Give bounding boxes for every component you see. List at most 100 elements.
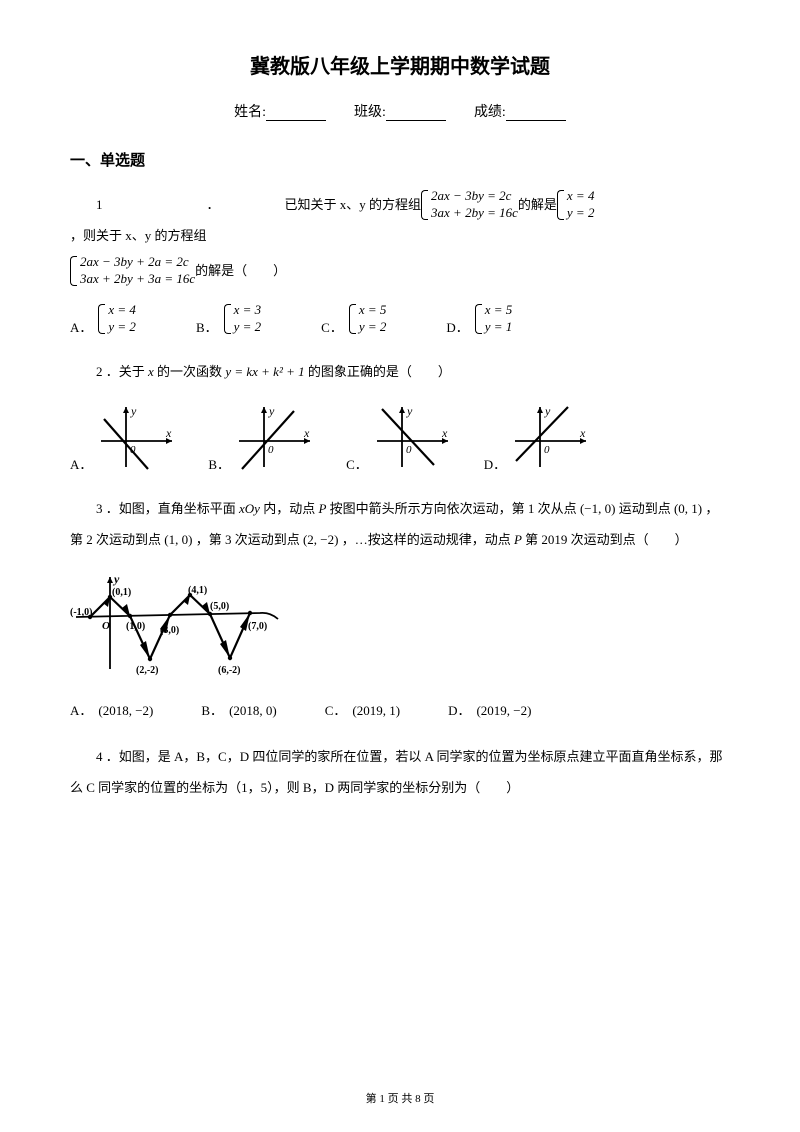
q2-d-label: D．	[484, 454, 506, 473]
q3-xoy: xOy	[239, 501, 260, 516]
q1-system2: 2ax − 3by + 2a = 2c 3ax + 2by + 3a = 16c	[70, 254, 195, 288]
q3-d-label: D．	[448, 700, 470, 719]
q2-graphs: A． y x 0 B． y x 0 C．	[70, 401, 730, 473]
q1-opt-b[interactable]: B． x = 3 y = 2	[196, 302, 261, 336]
q1-a-l2: y = 2	[108, 319, 136, 336]
q1-solution: x = 4 y = 2	[557, 188, 595, 222]
q1-a-label: A．	[70, 317, 92, 336]
q2-graph-a: y x 0	[96, 401, 178, 473]
svg-text:x: x	[579, 426, 586, 440]
q3-l2d: 第 2019 次运动到点（ ）	[525, 532, 688, 547]
svg-text:(3,0): (3,0)	[160, 625, 179, 636]
q3-options: A． (2018, −2) B． (2018, 0) C． (2019, 1) …	[70, 700, 730, 719]
q1-a-brace: x = 4 y = 2	[98, 302, 136, 336]
svg-text:(1,0): (1,0)	[126, 621, 145, 632]
q1-sys2-l2: 3ax + 2by + 3a = 16c	[80, 271, 195, 288]
class-label: 班级:	[354, 105, 386, 120]
page-footer: 第 1 页 共 8 页	[0, 1090, 800, 1106]
q1-sol-l2: y = 2	[567, 205, 595, 222]
svg-text:0: 0	[544, 444, 550, 456]
q1-d-label: D．	[446, 317, 468, 336]
q3-opt-d[interactable]: D． (2019, −2)	[448, 700, 531, 719]
q2-graph-d: y x 0	[510, 401, 592, 473]
q3-p10: (1, 0)	[164, 532, 192, 547]
q3-l1b: 内，动点	[263, 501, 315, 516]
q1-sys1-l1: 2ax − 3by = 2c	[431, 188, 518, 205]
q1-number: 1	[96, 191, 103, 220]
q1-sys2-l1: 2ax − 3by + 2a = 2c	[80, 254, 195, 271]
q1-options: A． x = 4 y = 2 B． x = 3 y = 2 C． x = 5 y…	[70, 302, 730, 336]
q1-opt-a[interactable]: A． x = 4 y = 2	[70, 302, 136, 336]
q2-b-label: B．	[208, 454, 230, 473]
q3-l1e: ，	[705, 501, 718, 516]
q3-c-val: (2019, 1)	[352, 703, 400, 719]
question-1: 1 ． 已知关于 x、y 的方程组 2ax − 3by = 2c 3ax + 2…	[70, 188, 730, 288]
q3-opt-c[interactable]: C． (2019, 1)	[325, 700, 400, 719]
svg-text:y: y	[112, 572, 120, 586]
q1-b-label: B．	[196, 317, 218, 336]
q3-l2a: 第 2 次运动到点	[70, 532, 161, 547]
name-label: 姓名:	[234, 105, 266, 120]
q3-opt-a[interactable]: A． (2018, −2)	[70, 700, 153, 719]
q2-x: x	[148, 364, 154, 379]
q3-figure: y O (-1,0) (0,1) (1,0) (2,-2) (3,0) (4,1…	[70, 569, 730, 684]
q1-d-l2: y = 1	[485, 319, 513, 336]
q3-p01: (0, 1)	[674, 501, 702, 516]
svg-text:x: x	[441, 426, 448, 440]
q1-b-brace: x = 3 y = 2	[224, 302, 262, 336]
score-blank[interactable]	[506, 107, 566, 121]
q3-p: P	[318, 501, 326, 516]
q2-mid: 的一次函数	[157, 364, 222, 379]
name-blank[interactable]	[266, 107, 326, 121]
svg-text:0: 0	[268, 444, 274, 456]
q1-c-l1: x = 5	[359, 302, 387, 319]
q2-pre: 2 ．关于	[96, 364, 145, 379]
q1-mid1: 的解是	[518, 191, 557, 220]
q1-opt-c[interactable]: C． x = 5 y = 2	[321, 302, 386, 336]
student-info-line: 姓名: 班级: 成绩:	[70, 101, 730, 121]
q3-b-label: B．	[201, 700, 223, 719]
question-4: 4 ．如图，是 A，B，C，D 四位同学的家所在位置，若以 A 同学家的位置为坐…	[70, 741, 730, 803]
svg-text:y: y	[268, 404, 275, 418]
question-2: 2 ．关于 x 的一次函数 y = kx + k² + 1 的图象正确的是（ ）	[70, 358, 730, 387]
q2-opt-b[interactable]: B． y x 0	[208, 401, 316, 473]
q1-tail: 的解是（ ）	[195, 257, 286, 286]
q2-tail: 的图象正确的是（ ）	[308, 364, 451, 379]
svg-text:(5,0): (5,0)	[210, 601, 229, 612]
q1-sys1-l2: 3ax + 2by = 16c	[431, 205, 518, 222]
svg-text:y: y	[544, 404, 551, 418]
q2-opt-c[interactable]: C． y x 0	[346, 401, 454, 473]
svg-text:(0,1): (0,1)	[112, 587, 131, 598]
q1-a-l1: x = 4	[108, 302, 136, 319]
q3-d-val: (2019, −2)	[476, 703, 531, 719]
q3-a-label: A．	[70, 700, 92, 719]
q2-func: y = kx + k² + 1	[225, 364, 304, 379]
class-blank[interactable]	[386, 107, 446, 121]
q4-line1: 4 ．如图，是 A，B，C，D 四位同学的家所在位置，若以 A 同学家的位置为坐…	[70, 741, 730, 772]
q2-graph-c: y x 0	[372, 401, 454, 473]
q1-pretext: 已知关于 x、y 的方程组	[285, 191, 422, 220]
svg-text:(2,-2): (2,-2)	[136, 665, 159, 676]
svg-text:(6,-2): (6,-2)	[218, 665, 241, 676]
q2-opt-d[interactable]: D． y x 0	[484, 401, 592, 473]
q3-l1c: 按图中箭头所示方向依次运动，第 1 次从点	[330, 501, 577, 516]
q3-a-val: (2018, −2)	[98, 703, 153, 719]
q1-dot: ．	[207, 191, 220, 220]
svg-text:x: x	[303, 426, 310, 440]
q3-l1a: 3 ．如图，直角坐标平面	[96, 501, 236, 516]
q3-opt-b[interactable]: B． (2018, 0)	[201, 700, 276, 719]
q3-l1d: 运动到点	[619, 501, 671, 516]
score-label: 成绩:	[474, 105, 506, 120]
q1-system1: 2ax − 3by = 2c 3ax + 2by = 16c	[421, 188, 518, 222]
q2-graph-b: y x 0	[234, 401, 316, 473]
q1-d-l1: x = 5	[485, 302, 513, 319]
q1-d-brace: x = 5 y = 1	[475, 302, 513, 336]
question-3: 3 ．如图，直角坐标平面 xOy 内，动点 P 按图中箭头所示方向依次运动，第 …	[70, 493, 730, 555]
svg-text:y: y	[406, 404, 413, 418]
q2-c-label: C．	[346, 454, 368, 473]
q1-opt-d[interactable]: D． x = 5 y = 1	[446, 302, 512, 336]
svg-text:y: y	[130, 404, 137, 418]
q1-c-label: C．	[321, 317, 343, 336]
q3-c-label: C．	[325, 700, 347, 719]
q2-opt-a[interactable]: A． y x 0	[70, 401, 178, 473]
